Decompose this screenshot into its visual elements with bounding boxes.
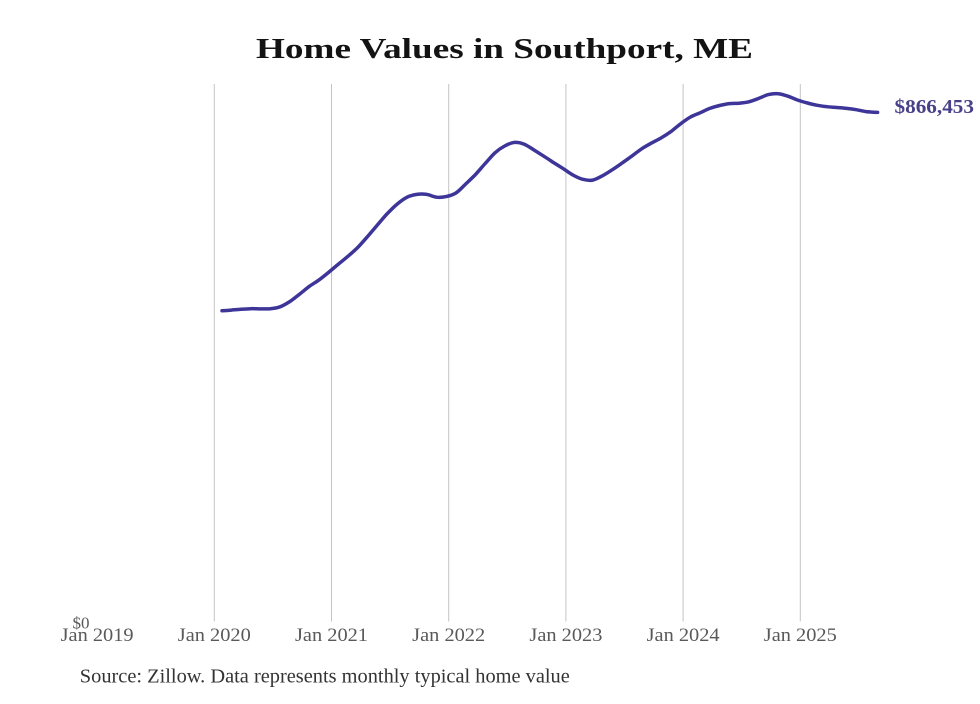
svg-text:Home Values in Southport, ME: Home Values in Southport, ME: [256, 33, 753, 65]
svg-text:Jan 2022: Jan 2022: [412, 625, 485, 646]
svg-text:Jan 2025: Jan 2025: [764, 625, 837, 646]
svg-text:$0: $0: [73, 614, 90, 633]
svg-text:$866,453: $866,453: [895, 96, 975, 118]
svg-text:Jan 2019: Jan 2019: [61, 625, 134, 646]
svg-text:Jan 2020: Jan 2020: [178, 625, 251, 646]
svg-text:Jan 2021: Jan 2021: [295, 625, 368, 646]
svg-text:Source: Zillow. Data represent: Source: Zillow. Data represents monthly …: [80, 666, 570, 688]
svg-text:Jan 2024: Jan 2024: [647, 625, 721, 646]
svg-text:Jan 2023: Jan 2023: [529, 625, 602, 646]
